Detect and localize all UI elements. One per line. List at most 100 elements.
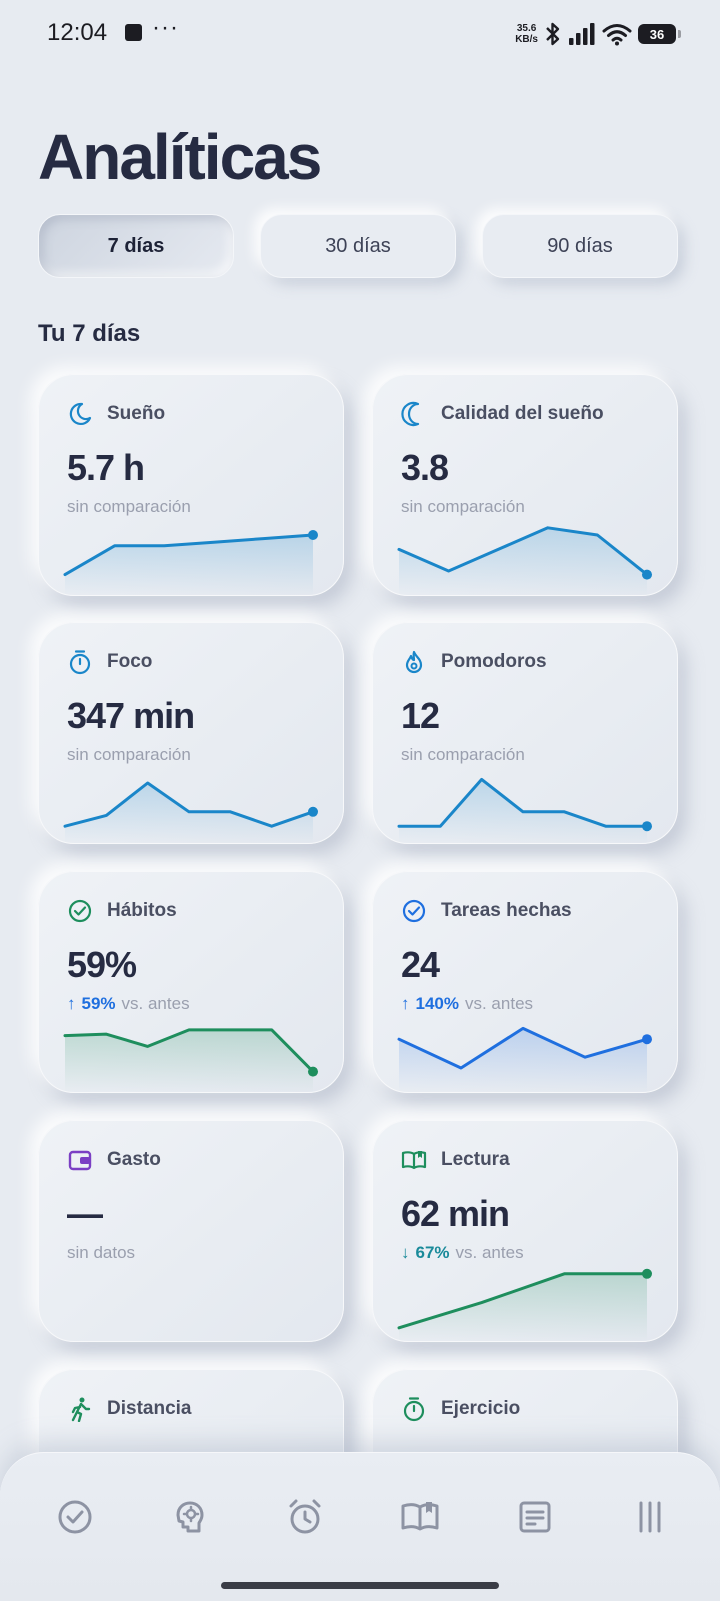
page-title: Analíticas <box>38 121 322 193</box>
moon-outline-icon <box>401 401 420 427</box>
alarm-clock-icon <box>289 1499 321 1534</box>
nav-alarmas[interactable] <box>281 1493 329 1541</box>
tab-90-dias[interactable]: 90 días <box>482 214 678 278</box>
card-subtext: sin comparación <box>67 497 191 516</box>
sparkline-area <box>399 1028 647 1092</box>
card-pomodoros[interactable]: Pomodoros 12 sin comparación <box>372 622 678 844</box>
sparkline <box>63 1028 318 1092</box>
card-value: 3.8 <box>401 447 449 488</box>
menu-lines-icon <box>639 1501 661 1533</box>
card-label: Tareas hechas <box>441 900 572 921</box>
check-circle-icon <box>402 899 426 923</box>
card-delta: ↑ 59% vs. antes <box>67 994 190 1014</box>
card-label: Foco <box>107 651 153 672</box>
sparkline-area <box>399 1273 647 1341</box>
card-gasto[interactable]: Gasto — sin datos <box>38 1120 344 1342</box>
card-label: Calidad del sueño <box>441 403 604 424</box>
card-tareas-hechas[interactable]: Tareas hechas 24 ↑ 140% vs. antes <box>372 871 678 1093</box>
sparkline-last-point <box>642 1034 652 1045</box>
wallet-icon <box>68 1150 92 1171</box>
nav-notas[interactable] <box>511 1493 559 1541</box>
book-open-icon <box>401 1151 427 1170</box>
card-label: Ejercicio <box>441 1398 521 1419</box>
home-indicator[interactable] <box>221 1582 499 1589</box>
check-circle-icon <box>58 1500 92 1534</box>
stopwatch-icon <box>403 1397 425 1422</box>
sparkline-line <box>63 781 315 828</box>
card-calidad-del-sueno[interactable]: Calidad del sueño 3.8 sin comparación <box>372 374 678 596</box>
delta-percent: 67% <box>415 1243 450 1262</box>
card-habitos[interactable]: Hábitos 59% ↑ 59% vs. antes <box>38 871 344 1093</box>
network-speed: 35.6 KB/s <box>515 23 538 45</box>
card-value: 62 min <box>401 1193 510 1234</box>
sparkline-line <box>63 1028 315 1074</box>
nav-tareas[interactable] <box>51 1493 99 1541</box>
sparkline-area <box>65 1029 313 1092</box>
status-time: 12:04 <box>47 19 108 46</box>
sparkline-area <box>399 779 647 843</box>
book-open-icon <box>401 1502 439 1531</box>
flame-icon <box>405 650 423 674</box>
sparkline-last-point <box>308 806 318 817</box>
sparkline-line <box>397 526 649 577</box>
notes-icon <box>519 1501 551 1533</box>
wifi-icon <box>602 24 632 46</box>
sparkline-line <box>397 1272 649 1330</box>
bottom-navigation <box>0 1452 720 1601</box>
tab-30-dias[interactable]: 30 días <box>260 214 456 278</box>
sparkline <box>63 781 318 843</box>
delta-percent: 59% <box>81 994 116 1013</box>
card-value: 12 <box>401 695 440 736</box>
card-subtext: sin comparación <box>67 745 191 764</box>
status-bar: 12:04 ··· 35.6 KB/s 36 <box>0 0 720 68</box>
delta-text: vs. antes <box>464 994 534 1013</box>
delta-arrow-icon: ↑ <box>67 994 76 1013</box>
card-subtext: sin comparación <box>401 745 525 764</box>
sparkline <box>397 1268 652 1341</box>
card-label: Gasto <box>107 1149 161 1170</box>
card-value: 5.7 h <box>67 447 145 488</box>
moon-icon <box>69 402 92 425</box>
signal-icon <box>569 23 595 45</box>
nav-mente[interactable] <box>166 1493 214 1541</box>
tab-7-dias[interactable]: 7 días <box>38 214 234 278</box>
card-label: Lectura <box>441 1149 510 1170</box>
sparkline-line <box>63 533 315 577</box>
card-label: Sueño <box>107 403 166 424</box>
more-notifications-icon: ··· <box>152 14 179 41</box>
sparkline <box>63 530 318 595</box>
card-label: Distancia <box>107 1398 192 1419</box>
sparkline-last-point <box>642 1268 652 1279</box>
sparkline-last-point <box>642 569 652 580</box>
card-foco[interactable]: Foco 347 min sin comparación <box>38 622 344 844</box>
nav-menu[interactable] <box>626 1493 674 1541</box>
card-lectura[interactable]: Lectura 62 min ↓ 67% vs. antes <box>372 1120 678 1342</box>
card-sueno[interactable]: Sueño 5.7 h sin comparación <box>38 374 344 596</box>
network-speed-value: 35.6 <box>516 23 537 34</box>
stopwatch-icon <box>69 650 91 675</box>
delta-text: vs. antes <box>455 1243 524 1262</box>
card-delta: ↓ 67% vs. antes <box>401 1243 524 1263</box>
delta-percent: 140% <box>415 994 459 1013</box>
sparkline-area <box>399 527 647 595</box>
network-speed-unit: KB/s <box>515 34 538 45</box>
section-title: Tu 7 días <box>38 320 141 347</box>
delta-text: vs. antes <box>121 994 190 1013</box>
sparkline-last-point <box>308 530 318 540</box>
delta-arrow-icon: ↓ <box>401 1243 410 1262</box>
sparkline <box>397 777 652 843</box>
check-circle-icon <box>68 899 92 923</box>
sparkline-last-point <box>308 1066 318 1077</box>
card-label: Hábitos <box>107 900 177 921</box>
card-value: 59% <box>67 944 137 985</box>
status-indicators: 35.6 KB/s 36 <box>515 16 681 52</box>
nav-lectura[interactable] <box>396 1493 444 1541</box>
card-subtext: sin comparación <box>401 497 525 516</box>
card-subtext: sin datos <box>67 1243 136 1262</box>
card-delta: ↑ 140% vs. antes <box>401 994 533 1014</box>
sparkline-line <box>397 777 649 828</box>
sparkline <box>397 1026 652 1092</box>
brain-icon <box>176 1501 204 1533</box>
card-label: Pomodoros <box>441 651 547 672</box>
battery-icon: 36 <box>638 24 681 44</box>
